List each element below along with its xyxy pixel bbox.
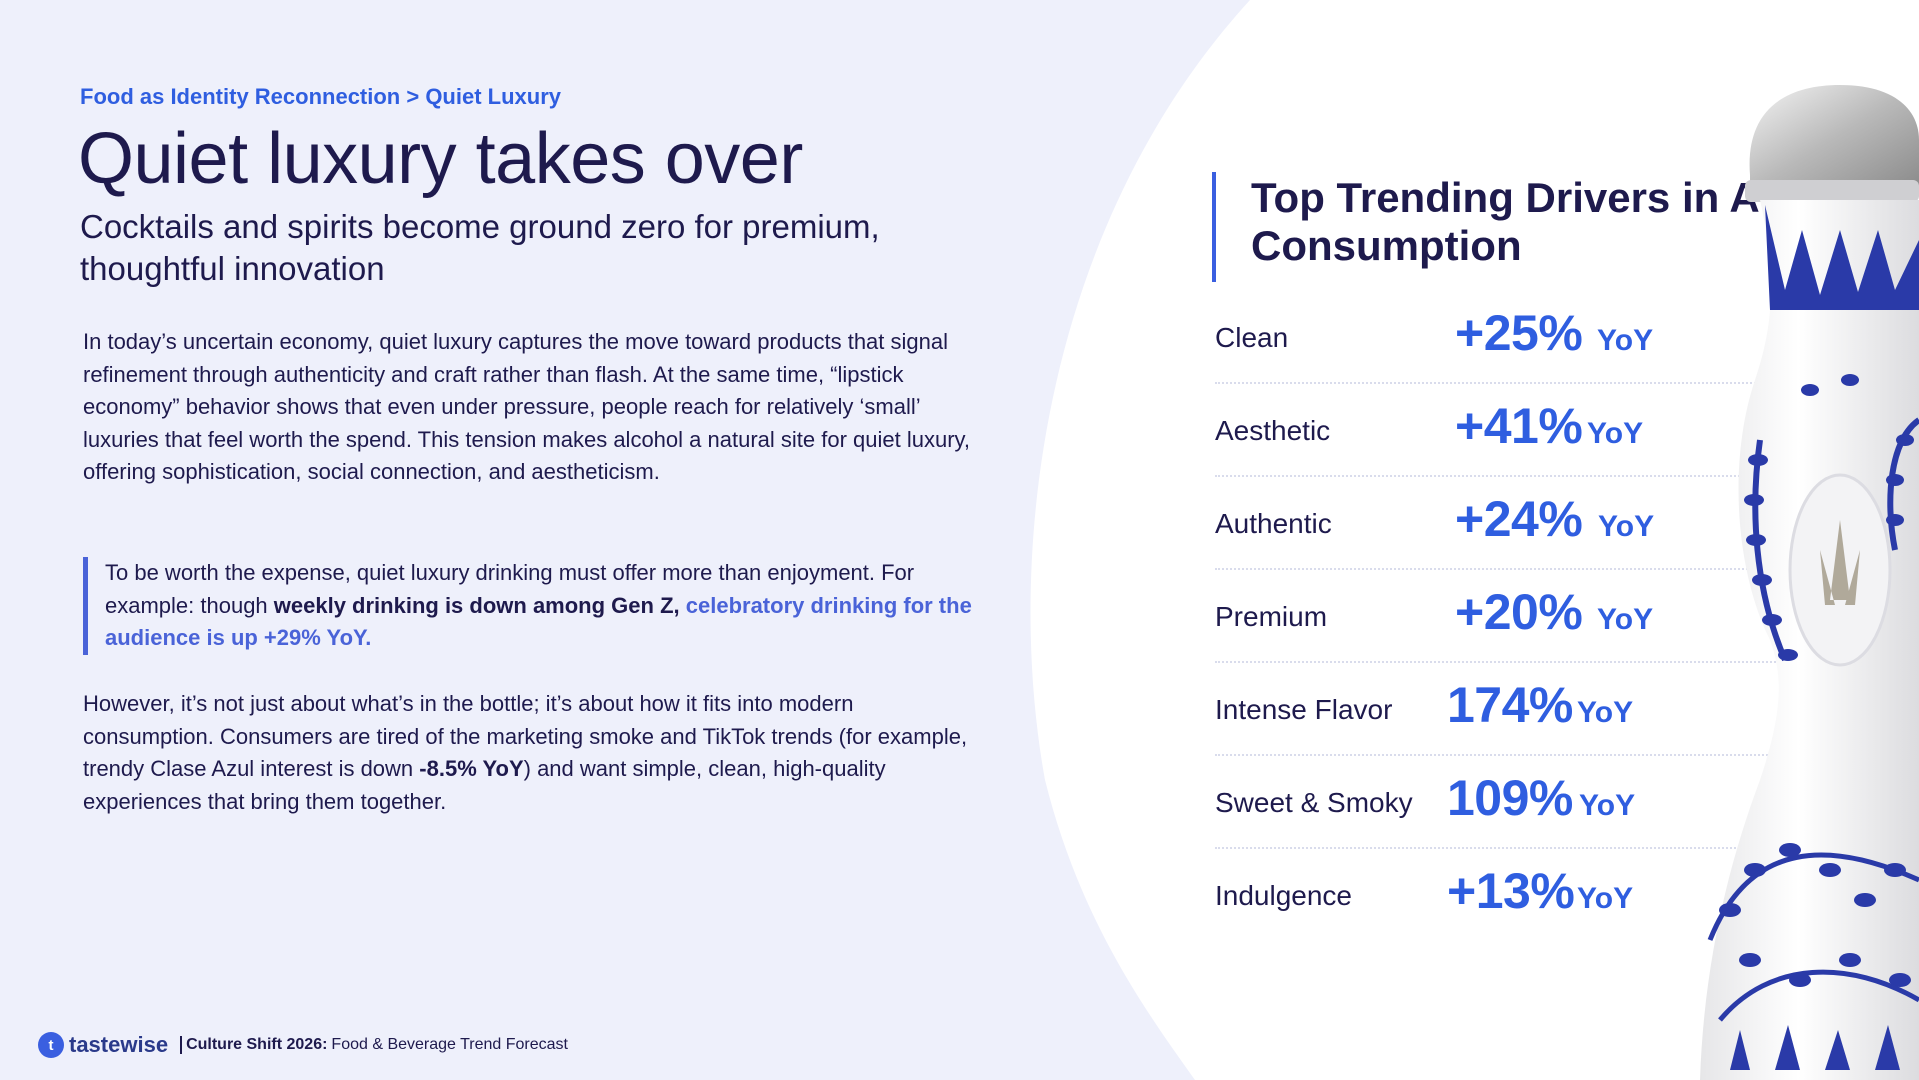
driver-label: Aesthetic bbox=[1215, 415, 1331, 446]
footer: t tastewise Culture Shift 2026: Food & B… bbox=[38, 1032, 568, 1058]
driver-unit: YoY bbox=[1579, 789, 1636, 822]
tastewise-logo-icon: t bbox=[38, 1032, 64, 1058]
closing-text-after: ) and want simple, clean, high-quality e… bbox=[83, 756, 886, 814]
driver-row: Authentic +24% YoY bbox=[1215, 478, 1780, 570]
driver-unit: YoY bbox=[1587, 417, 1644, 450]
driver-unit: YoY bbox=[1597, 324, 1654, 357]
quote-accent: celebratory drinking for the audience is… bbox=[105, 592, 972, 651]
driver-row: Sweet & Smoky 109% YoY bbox=[1215, 757, 1780, 849]
page-subtitle: Cocktails and spirits become ground zero… bbox=[80, 208, 880, 287]
driver-value: +24% bbox=[1455, 491, 1583, 547]
driver-label: Intense Flavor bbox=[1215, 694, 1393, 725]
driver-row: Premium +20% YoY bbox=[1215, 571, 1780, 663]
driver-value: +41% bbox=[1455, 398, 1583, 454]
row-divider bbox=[1215, 754, 1780, 756]
row-divider bbox=[1215, 475, 1780, 477]
row-divider bbox=[1215, 847, 1780, 849]
driver-value: 174% bbox=[1447, 677, 1573, 733]
driver-value: +25% bbox=[1455, 305, 1583, 361]
driver-unit: YoY bbox=[1598, 510, 1655, 543]
row-divider bbox=[1215, 382, 1780, 384]
closing-paragraph: However, it’s not just about what’s in t… bbox=[83, 688, 983, 818]
quote-strong: weekly drinking is down among Gen Z, bbox=[273, 592, 680, 618]
tequila-bottle-image bbox=[1700, 85, 1919, 1080]
driver-unit: YoY bbox=[1597, 603, 1654, 636]
row-divider bbox=[1215, 661, 1780, 663]
driver-value: 109% bbox=[1447, 770, 1573, 826]
page-title: Quiet luxury takes over bbox=[78, 119, 803, 199]
driver-label: Premium bbox=[1215, 601, 1328, 632]
footer-divider bbox=[180, 1036, 183, 1054]
row-divider bbox=[1215, 568, 1780, 570]
panel-accent-rule bbox=[1212, 172, 1216, 282]
driver-value: +20% bbox=[1455, 584, 1583, 640]
driver-row: Clean +25% YoY bbox=[1215, 292, 1780, 384]
left-content: Food as Identity Reconnection > Quiet Lu… bbox=[38, 84, 985, 1058]
driver-value: +13% bbox=[1447, 863, 1575, 919]
closing-text-before: However, it’s not just about what’s in t… bbox=[83, 691, 968, 781]
intro-paragraph: In today’s uncertain economy, quiet luxu… bbox=[83, 329, 970, 484]
quote-text: To be worth the expense, quiet luxury dr… bbox=[105, 560, 915, 618]
driver-row: Intense Flavor 174% YoY bbox=[1215, 664, 1780, 756]
footer-report-subtitle: Food & Beverage Trend Forecast bbox=[331, 1036, 568, 1053]
driver-label: Indulgence bbox=[1215, 880, 1353, 911]
driver-unit: YoY bbox=[1577, 696, 1634, 729]
breadcrumb: Food as Identity Reconnection > Quiet Lu… bbox=[80, 84, 562, 109]
closing-strong: -8.5% YoY bbox=[419, 756, 524, 781]
driver-label: Authentic bbox=[1215, 508, 1332, 539]
footer-report-title: Culture Shift 2026: bbox=[186, 1036, 328, 1053]
driver-unit: YoY bbox=[1577, 882, 1634, 915]
driver-label: Clean bbox=[1215, 322, 1289, 353]
driver-row: Aesthetic +41% YoY bbox=[1215, 385, 1780, 477]
logo-text: tastewise bbox=[69, 1032, 169, 1057]
callout-quote: To be worth the expense, quiet luxury dr… bbox=[83, 557, 985, 655]
driver-label: Sweet & Smoky bbox=[1215, 787, 1413, 818]
driver-row: Indulgence +13% YoY bbox=[1215, 850, 1780, 942]
